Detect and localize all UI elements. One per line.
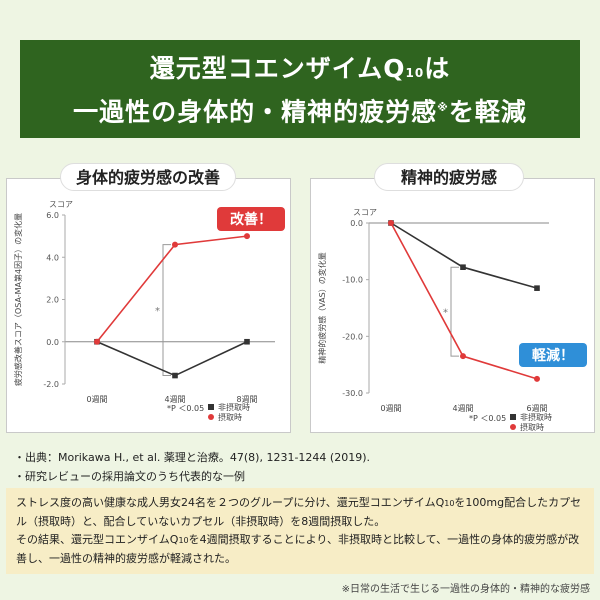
legend-marker <box>208 414 214 420</box>
physical-fatigue-chart-panel: 6.0 4.0 2.0 0.0 -2.0 スコア疲労感改善スコア（OSA-MA第4因子）の… <box>6 178 291 433</box>
y-tick-label: -20.0 <box>342 332 363 341</box>
data-point-intake <box>534 375 540 382</box>
legend-label: 非摂取時 <box>520 412 552 422</box>
p-value-note: *P ＜0.05 <box>167 404 204 413</box>
x-tick-label: 4週間 <box>452 404 473 413</box>
physical-fatigue-chart: 6.0 4.0 2.0 0.0 -2.0 スコア疲労感改善スコア（OSA-MA第4因子）の… <box>13 200 285 422</box>
significance-marker: * <box>155 306 160 317</box>
series-line-non-intake <box>390 222 538 289</box>
score-label: スコア <box>49 200 73 209</box>
legend-label: 非摂取時 <box>218 402 250 412</box>
headline-banner: 還元型コエンザイムQ10は 一過性の身体的・精神的疲労感※を軽減 <box>20 40 580 138</box>
y-tick-label: -30.0 <box>342 389 363 398</box>
data-point-intake <box>460 353 466 360</box>
headline-line-2: 一過性の身体的・精神的疲労感※を軽減 <box>73 97 527 127</box>
y-tick-label: 2.0 <box>46 296 59 305</box>
y-tick-label: 6.0 <box>46 211 59 220</box>
series-line-intake <box>96 235 248 343</box>
legend-marker <box>510 424 516 430</box>
citations: ・出典：Morikawa H., et al. 薬理と治療。47(8), 123… <box>14 448 370 486</box>
result-badge-label: 改善！ <box>230 211 272 228</box>
data-point-non-intake <box>534 285 540 291</box>
significance-bracket <box>450 266 459 357</box>
result-badge <box>217 207 285 231</box>
citation-note: ・研究レビューの採用論文のうち代表的な一例 <box>14 470 245 483</box>
data-point-intake <box>244 233 250 240</box>
x-tick-label: 0週間 <box>380 404 401 413</box>
study-summary: ストレス度の高い健康な成人男女24名を２つのグループに分け、還元型コエンザイムQ… <box>6 488 594 574</box>
result-badge <box>519 343 587 367</box>
data-point-intake <box>172 241 178 248</box>
mental-fatigue-chart-title: 精神的疲労感 <box>374 163 524 191</box>
headline-line-1: 還元型コエンザイムQ10は <box>149 54 451 83</box>
x-tick-label: 6週間 <box>526 404 547 413</box>
physical-fatigue-chart-title: 身体的疲労感の改善 <box>60 163 236 191</box>
legend-marker <box>208 404 214 410</box>
summary-paragraph-1: ストレス度の高い健康な成人男女24名を２つのグループに分け、還元型コエンザイムQ… <box>16 496 582 528</box>
legend-marker <box>510 414 516 420</box>
mental-fatigue-chart-panel: 0.0 -10.0 -20.0 -30.0 スコア精神的疲労感（VAS）の変化量 0週間 4… <box>310 178 595 433</box>
y-axis-title: 疲労感改善スコア（OSA-MA第4因子）の変化量 <box>13 213 23 386</box>
y-tick-label: -10.0 <box>342 276 363 285</box>
score-label: スコア <box>353 208 377 217</box>
p-value-note: *P ＜0.05 <box>469 414 506 423</box>
x-tick-label: 4週間 <box>164 395 185 404</box>
citation-source: ・出典：Morikawa H., et al. 薬理と治療。47(8), 123… <box>14 451 370 464</box>
footnote: ※日常の生活で生じる一過性の身体的・精神的な疲労感 <box>341 584 590 595</box>
y-tick-label: 0.0 <box>350 219 363 228</box>
series-line-non-intake <box>96 341 248 377</box>
data-point-non-intake <box>172 372 178 379</box>
legend-label: 摂取時 <box>218 412 242 422</box>
data-point-non-intake <box>244 338 250 345</box>
data-point-non-intake <box>460 264 466 270</box>
x-tick-label: 8週間 <box>236 395 257 404</box>
significance-marker: * <box>443 308 448 319</box>
data-point-intake <box>94 338 100 345</box>
x-tick-label: 0週間 <box>86 395 107 404</box>
result-badge-label: 軽減！ <box>532 347 574 364</box>
y-tick-label: 4.0 <box>46 253 59 262</box>
summary-paragraph-2: その結果、還元型コエンザイムQ10を4週間摂取することにより、非摂取時と比較して… <box>16 533 580 565</box>
significance-bracket <box>162 244 171 377</box>
data-point-intake <box>388 220 394 226</box>
legend-label: 摂取時 <box>520 422 544 432</box>
y-axis-title: 精神的疲労感（VAS）の変化量 <box>317 252 327 364</box>
y-tick-label: 0.0 <box>46 338 59 347</box>
y-tick-label: -2.0 <box>43 380 59 389</box>
